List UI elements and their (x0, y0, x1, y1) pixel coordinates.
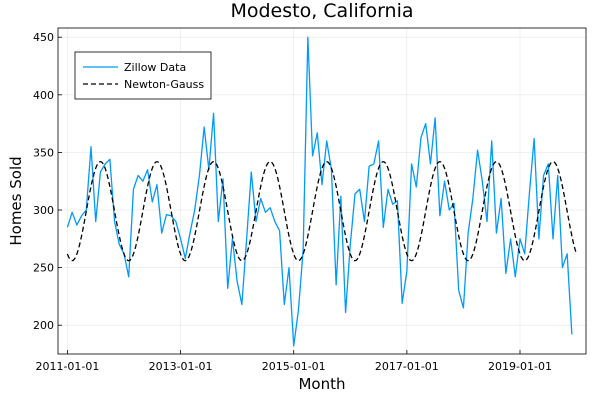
x-tick-label: 2011-01-01 (35, 360, 99, 373)
y-tick-label: 300 (33, 204, 54, 217)
x-axis-label: Month (298, 375, 345, 393)
axis-ticks: 2011-01-01 2013-01-01 2015-01-01 2017-01-01… (33, 31, 552, 373)
y-tick-label: 200 (33, 319, 54, 332)
y-tick-label: 450 (33, 31, 54, 44)
chart-title: Modesto, California (230, 0, 413, 22)
plot-frame (57, 27, 587, 355)
series-line-zillow-data (66, 36, 573, 347)
x-tick-label: 2015-01-01 (262, 360, 326, 373)
y-tick-label: 350 (33, 146, 54, 159)
legend-label-zillow: Zillow Data (124, 61, 186, 74)
y-axis-label: Homes Sold (7, 156, 25, 245)
x-tick-label: 2013-01-01 (149, 360, 213, 373)
series-line-newton-gauss (66, 160, 578, 262)
y-tick-label: 400 (33, 89, 54, 102)
legend-box (74, 51, 212, 100)
x-tick-label: 2019-01-01 (488, 360, 552, 373)
series-lines (66, 36, 578, 347)
grid-lines (58, 28, 586, 354)
legend-label-newton: Newton-Gauss (124, 78, 204, 91)
y-tick-label: 250 (33, 262, 54, 275)
legend: Zillow Data Newton-Gauss (74, 51, 212, 100)
x-tick-label: 2017-01-01 (375, 360, 439, 373)
